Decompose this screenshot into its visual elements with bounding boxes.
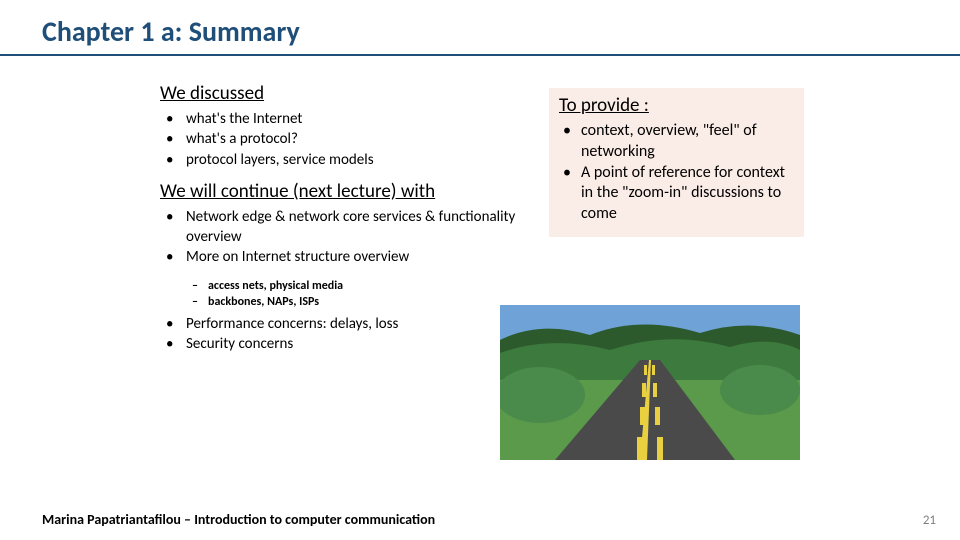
sub-item: access nets, physical media: [188, 278, 560, 294]
list-item: Network edge & network core services & f…: [160, 207, 560, 248]
to-provide-list: context, overview, "feel" of networking …: [559, 121, 794, 225]
footer-text: Marina Papatriantafilou – Introduction t…: [42, 511, 435, 528]
list-item: what's a protocol?: [160, 129, 560, 149]
continue-list: Network edge & network core services & f…: [160, 207, 560, 268]
discussed-list: what's the Internet what's a protocol? p…: [160, 109, 560, 170]
list-item: what's the Internet: [160, 109, 560, 129]
slide-title: Chapter 1 a: Summary: [0, 0, 960, 55]
list-item: More on Internet structure overview: [160, 247, 560, 267]
road-image: [500, 305, 800, 460]
section-discussed-heading: We discussed: [160, 82, 560, 105]
list-item: A point of reference for context in the …: [559, 163, 794, 225]
section-continue-heading: We will continue (next lecture) with: [160, 180, 560, 203]
to-provide-box: To provide : context, overview, "feel" o…: [549, 88, 804, 237]
title-underline: [0, 54, 960, 56]
list-item: context, overview, "feel" of networking: [559, 121, 794, 163]
list-item: protocol layers, service models: [160, 150, 560, 170]
page-number: 21: [923, 513, 936, 528]
to-provide-heading: To provide :: [559, 94, 794, 117]
